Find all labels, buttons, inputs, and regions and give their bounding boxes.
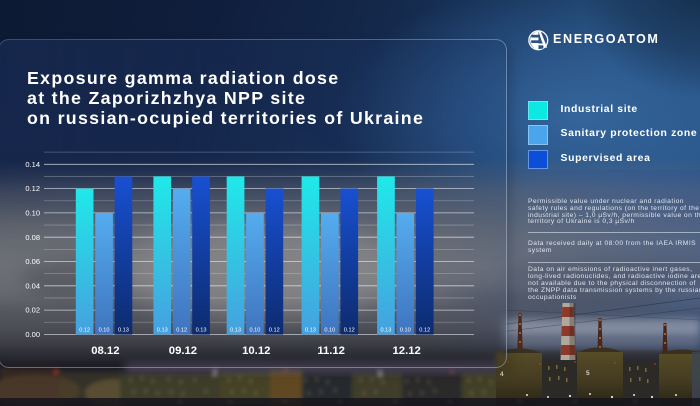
svg-text:0.08: 0.08 <box>25 233 40 242</box>
svg-text:0.12: 0.12 <box>344 327 355 333</box>
svg-text:0.12: 0.12 <box>25 184 40 193</box>
svg-text:0.04: 0.04 <box>25 281 40 290</box>
svg-text:0.13: 0.13 <box>196 327 207 333</box>
svg-text:0.14: 0.14 <box>25 160 40 169</box>
svg-text:0.12: 0.12 <box>269 327 280 333</box>
svg-text:0.10: 0.10 <box>25 209 40 218</box>
svg-text:4: 4 <box>500 371 504 378</box>
svg-text:0.13: 0.13 <box>230 327 241 333</box>
svg-text:11.12: 11.12 <box>317 345 345 357</box>
svg-text:10.12: 10.12 <box>242 345 270 357</box>
svg-text:0.13: 0.13 <box>157 327 168 333</box>
svg-text:0.02: 0.02 <box>25 306 40 315</box>
svg-text:0.12: 0.12 <box>79 327 90 333</box>
svg-text:0.10: 0.10 <box>324 327 335 333</box>
svg-text:0.10: 0.10 <box>400 327 411 333</box>
svg-text:0.13: 0.13 <box>118 327 129 333</box>
svg-text:0.06: 0.06 <box>25 257 40 266</box>
svg-text:0.10: 0.10 <box>99 327 110 333</box>
svg-text:09.12: 09.12 <box>169 345 197 357</box>
svg-text:3: 3 <box>377 369 383 380</box>
svg-text:0.13: 0.13 <box>305 327 316 333</box>
svg-text:2: 2 <box>212 368 218 379</box>
svg-text:0.12: 0.12 <box>419 327 430 333</box>
svg-text:0.00: 0.00 <box>25 330 40 339</box>
svg-text:0.12: 0.12 <box>176 327 187 333</box>
svg-text:5: 5 <box>586 370 590 377</box>
svg-text:08.12: 08.12 <box>91 345 119 357</box>
svg-text:12.12: 12.12 <box>393 345 421 357</box>
svg-text:0.10: 0.10 <box>250 327 261 333</box>
svg-text:0.13: 0.13 <box>381 327 392 333</box>
